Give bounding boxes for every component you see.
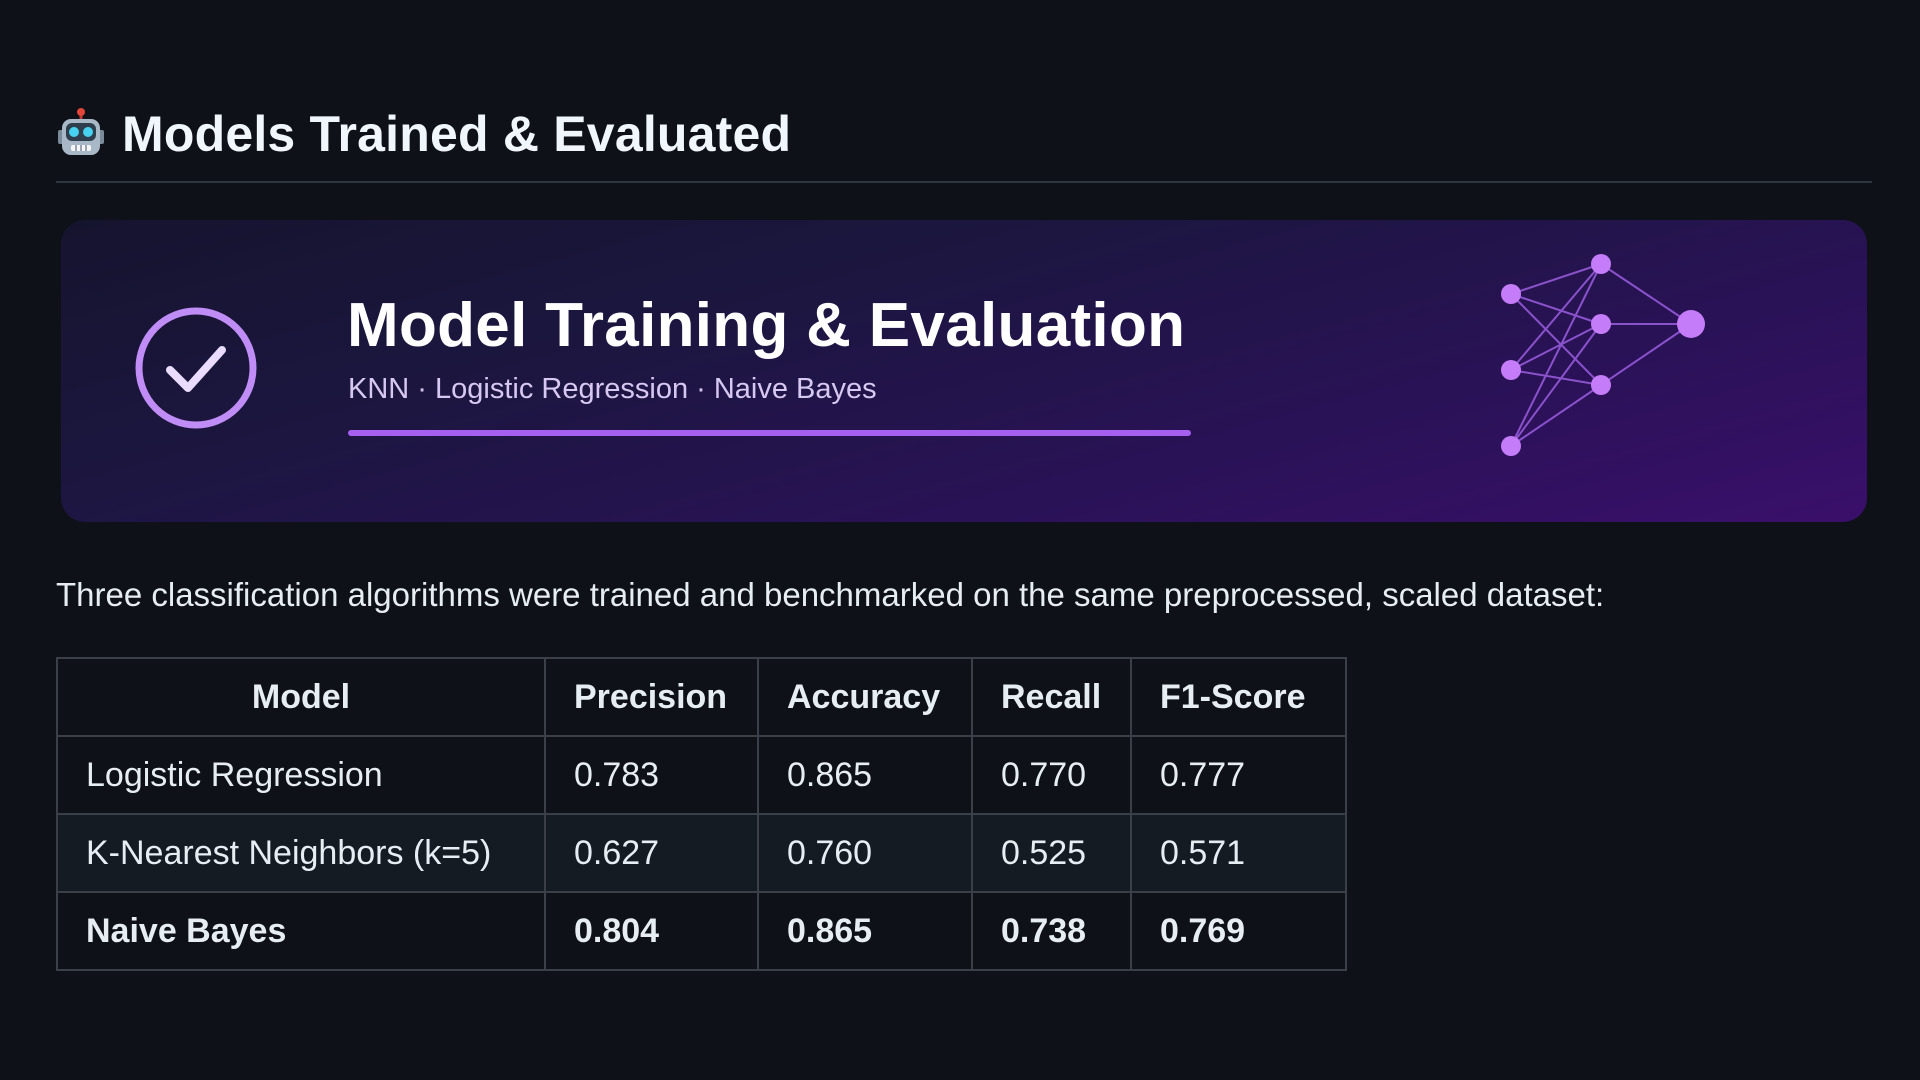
check-circle-icon [135, 307, 257, 429]
cell-accuracy: 0.865 [757, 735, 973, 815]
banner-underline [348, 430, 1191, 436]
cell-recall: 0.525 [971, 813, 1132, 893]
robot-icon [58, 108, 104, 155]
table-row: Logistic Regression 0.783 0.865 0.770 0.… [56, 735, 1347, 815]
table-header-row: Model Precision Accuracy Recall F1-Score [56, 657, 1347, 737]
header-model: Model [56, 657, 546, 737]
header-precision: Precision [544, 657, 759, 737]
cell-f1-score: 0.777 [1130, 735, 1347, 815]
neural-network-icon [1501, 254, 1705, 456]
cell-f1-score: 0.769 [1130, 891, 1347, 971]
cell-accuracy: 0.865 [757, 891, 973, 971]
banner-subtitle: KNN · Logistic Regression · Naive Bayes [348, 373, 877, 405]
heading-divider [56, 181, 1872, 183]
cell-precision: 0.783 [544, 735, 759, 815]
table-row: K-Nearest Neighbors (k=5) 0.627 0.760 0.… [56, 813, 1347, 893]
cell-recall: 0.738 [971, 891, 1132, 971]
cell-model: Logistic Regression [56, 735, 546, 815]
table-row-highlighted: Naive Bayes 0.804 0.865 0.738 0.769 [56, 891, 1347, 971]
training-banner: Model Training & Evaluation KNN · Logist… [61, 220, 1867, 522]
cell-accuracy: 0.760 [757, 813, 973, 893]
cell-model: K-Nearest Neighbors (k=5) [56, 813, 546, 893]
section-title: Models Trained & Evaluated [122, 106, 792, 162]
header-accuracy: Accuracy [757, 657, 973, 737]
header-recall: Recall [971, 657, 1132, 737]
header-f1-score: F1-Score [1130, 657, 1347, 737]
intro-text: Three classification algorithms were tra… [56, 576, 1605, 613]
cell-precision: 0.627 [544, 813, 759, 893]
cell-f1-score: 0.571 [1130, 813, 1347, 893]
cell-recall: 0.770 [971, 735, 1132, 815]
banner-title: Model Training & Evaluation [347, 291, 1186, 360]
cell-model: Naive Bayes [56, 891, 546, 971]
section-heading: Models Trained & Evaluated [56, 102, 791, 166]
metrics-table: Model Precision Accuracy Recall F1-Score… [56, 657, 1347, 971]
cell-precision: 0.804 [544, 891, 759, 971]
